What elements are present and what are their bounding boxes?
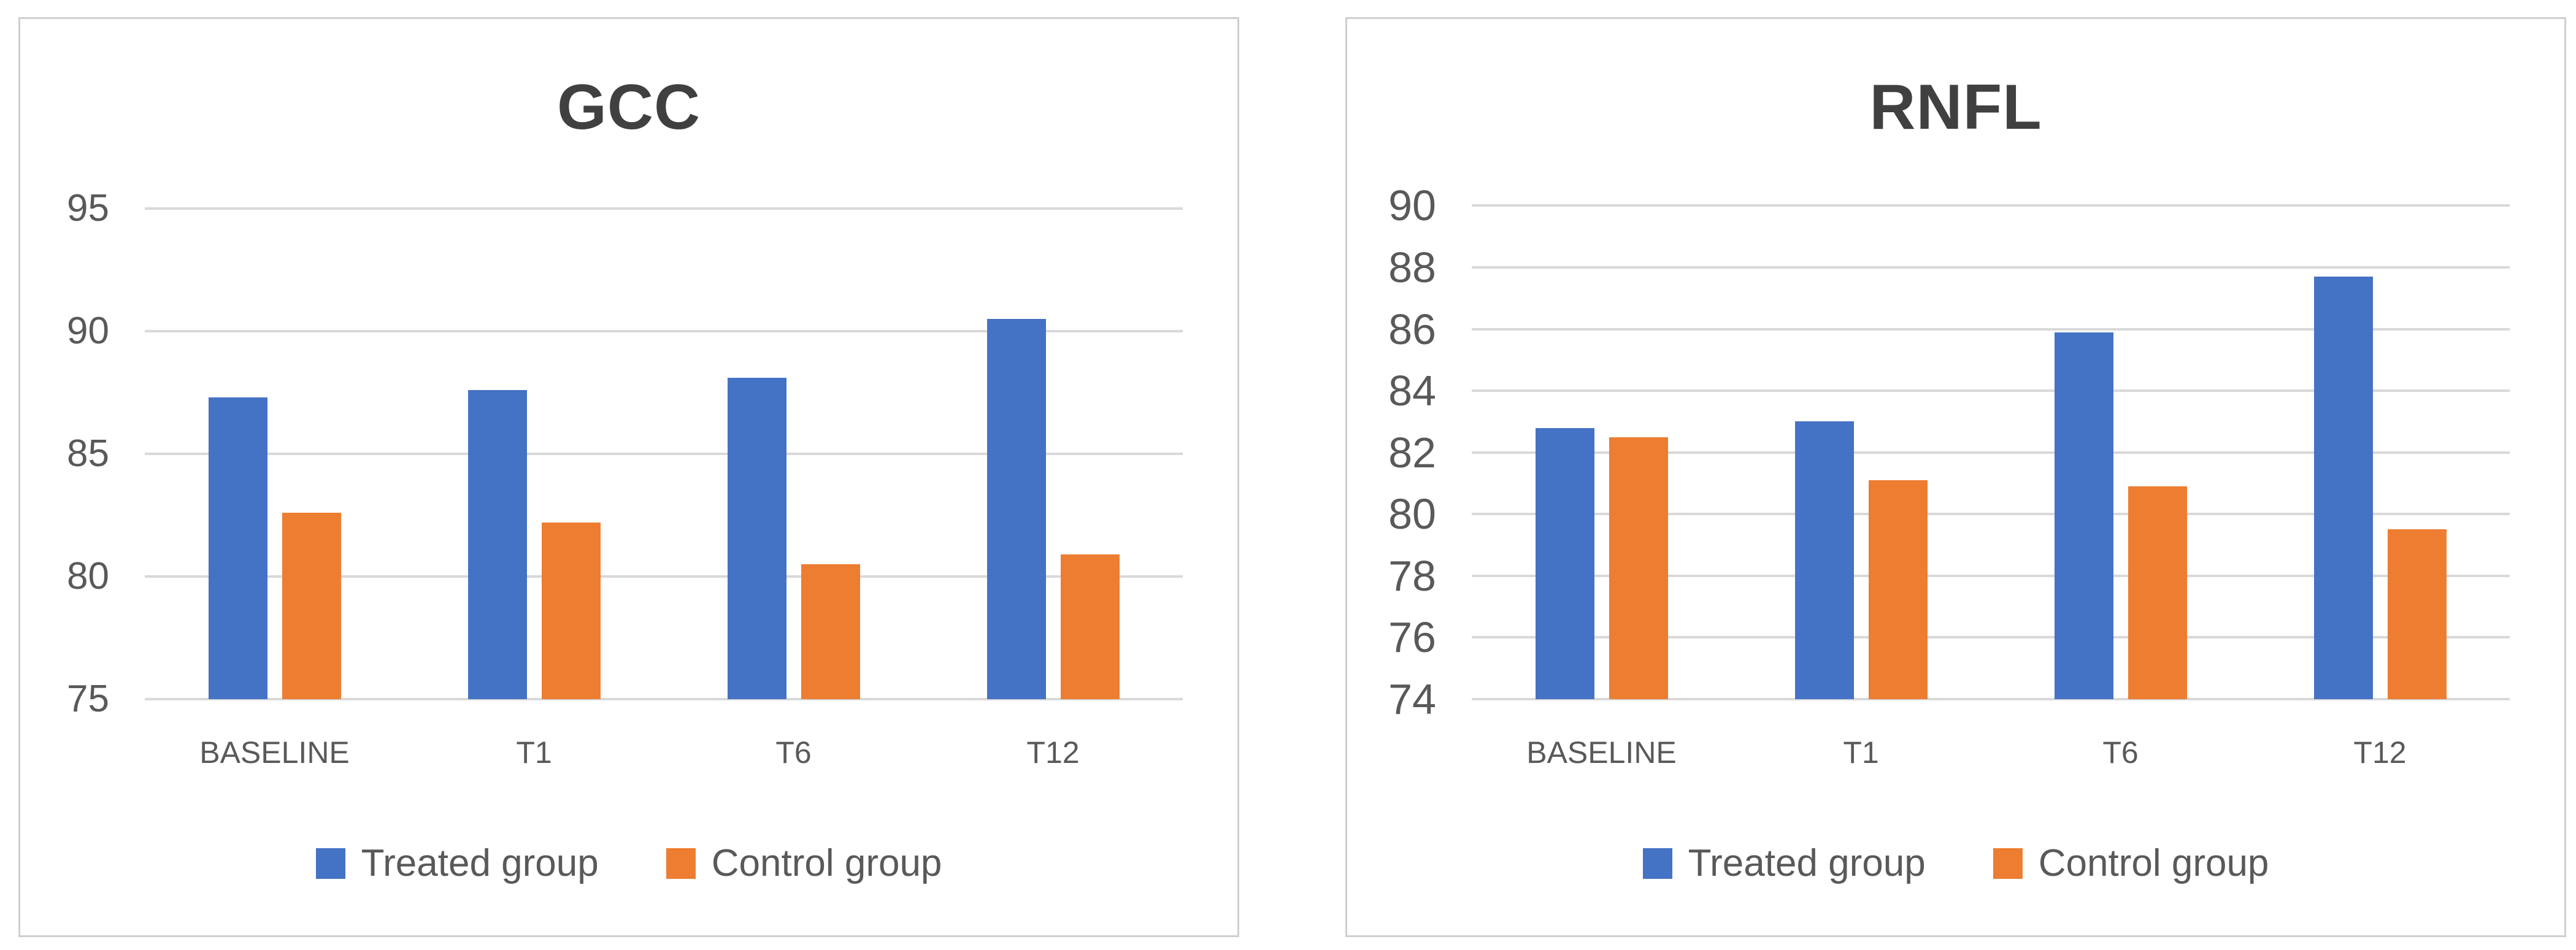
x-axis-category-label: T1: [516, 735, 552, 770]
bar-treated-group-t1: [467, 390, 527, 699]
chart-panel-rnfl: RNFL 74 76 78 80 82 84 86 88 90 BASELINE T1 T6 T12 T…: [1345, 17, 2566, 937]
y-axis-tick-label: 84: [1388, 367, 1436, 415]
bar-treated-group-t6: [727, 378, 786, 699]
legend-label: Treated group: [1688, 842, 1926, 884]
bar-treated-group-t6: [2054, 332, 2113, 699]
legend-item-control-group: Control group: [666, 845, 942, 883]
gridline: [1472, 451, 2510, 454]
bar-treated-group-t1: [1794, 421, 1854, 699]
gridline: [1472, 204, 2510, 207]
legend-item-control-group: Control group: [1993, 845, 2269, 883]
y-axis-tick-label: 90: [67, 310, 109, 352]
legend: Treated group Control group: [20, 836, 1237, 891]
x-axis-category-label: T12: [2353, 735, 2407, 770]
y-axis-tick-label: 80: [1388, 490, 1436, 538]
y-axis-tick-label: 95: [67, 187, 109, 229]
gridline: [145, 330, 1183, 332]
legend-label: Control group: [711, 842, 942, 884]
bar-control-group-t1: [541, 523, 601, 699]
gridline: [1472, 636, 2510, 639]
bar-control-group-t12: [2387, 529, 2447, 699]
y-axis-tick-label: 86: [1388, 305, 1436, 353]
treated-group-swatch-icon: [315, 848, 345, 879]
x-axis-category-label: T6: [2102, 735, 2139, 770]
legend-item-treated-group: Treated group: [315, 842, 599, 884]
gridline: [145, 207, 1183, 210]
bar-treated-group-baseline: [1535, 427, 1594, 699]
legend: Treated group Control group: [1347, 836, 2564, 891]
plot-area: 74 76 78 80 82 84 86 88 90 BASELINE T1 T6 T12: [1388, 159, 2510, 768]
y-axis-tick-label: 90: [1388, 182, 1436, 230]
chart-title: GCC: [556, 72, 701, 143]
gridline: [1472, 328, 2510, 331]
y-axis-tick-label: 82: [1388, 428, 1436, 477]
bar-control-group-t6: [2128, 486, 2187, 699]
gridline: [145, 698, 1183, 700]
plot-area: 75 80 85 90 95 BASELINE T1 T6 T12: [67, 159, 1183, 768]
gridline: [145, 575, 1183, 578]
gridline: [1472, 266, 2510, 269]
y-axis-tick-label: 78: [1388, 551, 1436, 600]
control-group-swatch-icon: [666, 848, 696, 879]
bar-control-group-t1: [1868, 480, 1928, 699]
x-axis-category-label: T1: [1843, 735, 1879, 770]
x-axis-category-label: BASELINE: [1526, 735, 1677, 770]
bar-treated-group-t12: [986, 319, 1046, 699]
y-axis-tick-label: 85: [67, 432, 109, 475]
bar-control-group-t12: [1060, 554, 1120, 699]
gridline: [1472, 389, 2510, 393]
legend-label: Treated group: [361, 842, 599, 884]
bar-treated-group-t12: [2313, 277, 2373, 699]
y-axis-tick-label: 75: [67, 678, 109, 720]
gridline: [1472, 698, 2510, 700]
gridline: [145, 453, 1183, 455]
y-axis-tick-label: 80: [67, 555, 109, 597]
bar-control-group-baseline: [282, 513, 341, 699]
y-axis-tick-label: 88: [1388, 243, 1436, 291]
bar-control-group-baseline: [1609, 437, 1668, 699]
x-axis-category-label: BASELINE: [199, 735, 350, 770]
chart-panel-gcc: GCC 75 80 85 90 95 BASELINE T1 T6 T12 Treated gr…: [18, 17, 1239, 937]
bar-treated-group-baseline: [208, 397, 267, 699]
x-axis-category-label: T6: [775, 735, 812, 770]
control-group-swatch-icon: [1993, 848, 2023, 879]
gridline: [1472, 513, 2510, 516]
legend-label: Control group: [2038, 842, 2269, 884]
x-axis-category-label: T12: [1026, 735, 1080, 770]
bar-control-group-t6: [801, 564, 860, 699]
gridline: [1472, 574, 2510, 577]
y-axis-tick-label: 74: [1388, 675, 1436, 723]
legend-item-treated-group: Treated group: [1642, 842, 1926, 884]
y-axis-tick-label: 76: [1388, 613, 1436, 662]
treated-group-swatch-icon: [1642, 848, 1672, 879]
chart-title: RNFL: [1869, 72, 2042, 143]
